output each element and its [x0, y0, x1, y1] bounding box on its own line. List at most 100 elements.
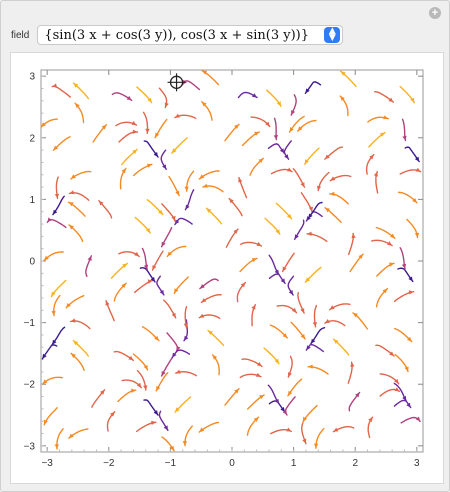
streamline-arrowhead: [54, 193, 60, 199]
streamline-arrowhead: [316, 185, 322, 191]
streamline-arrowhead: [280, 407, 285, 412]
streamline-arrowhead: [415, 167, 421, 172]
streamline-arrowhead: [389, 351, 395, 356]
y-tick-label: −1: [24, 318, 36, 329]
streamline-arrowhead: [325, 207, 330, 213]
streamline-arrowhead: [330, 176, 336, 181]
streamline: [118, 131, 139, 143]
streamline-arrowhead: [294, 234, 299, 240]
streamline-arrowhead: [164, 102, 169, 108]
stream-plot[interactable]: −3 −2 −1 0 1 2 3 −3 −2 −1 0 1 2 3: [11, 53, 443, 483]
streamline-arrowhead: [286, 427, 292, 432]
streamline-arrowhead: [151, 420, 156, 425]
streamline-arrowhead: [71, 353, 76, 358]
streamline-arrowhead: [126, 95, 132, 101]
streamline-arrowhead: [174, 113, 180, 118]
streamline-arrowhead: [183, 323, 188, 328]
streamline: [166, 332, 179, 352]
streamline-arrowhead: [122, 263, 128, 268]
streamline-arrowhead: [280, 278, 286, 284]
streamline-arrowhead: [68, 202, 74, 207]
streamline-arrowhead: [161, 241, 166, 247]
streamline-arrowhead: [185, 204, 190, 210]
streamline-arrowhead: [169, 445, 175, 451]
streamline-arrowhead: [297, 126, 303, 132]
x-tick-label: 1: [291, 458, 297, 469]
streamline-arrowhead: [134, 251, 140, 257]
add-control-button[interactable]: +: [429, 7, 441, 19]
streamline-arrowhead: [199, 284, 205, 289]
streamline-arrowhead: [333, 339, 339, 344]
streamline-arrowhead: [256, 241, 262, 246]
streamline-arrowhead: [368, 417, 373, 423]
streamline-arrowhead: [255, 372, 261, 377]
streamline-arrowhead: [414, 232, 420, 238]
streamline-arrowhead: [171, 312, 176, 318]
y-tick-label: 2: [29, 133, 35, 144]
streamline-arrowhead: [288, 290, 294, 295]
streamline-arrowhead: [340, 96, 345, 101]
streamline-arrowhead: [404, 366, 409, 372]
streamline-arrowhead: [69, 190, 75, 195]
streamline-arrowhead: [358, 254, 363, 259]
streamline-arrowhead: [167, 251, 172, 257]
streamline-arrowhead: [201, 298, 207, 303]
streamline-arrowhead: [174, 219, 180, 225]
streamline-arrowhead: [373, 171, 378, 177]
streamline-arrowhead: [254, 131, 260, 136]
streamline-arrowhead: [390, 233, 395, 239]
streamline-arrowhead: [306, 345, 311, 351]
streamline-arrowhead: [100, 389, 105, 395]
streamline-arrowhead: [302, 438, 307, 444]
streamline-arrowhead: [66, 303, 71, 308]
streamline-arrowhead: [291, 307, 297, 313]
streamline-arrowhead: [355, 392, 360, 398]
streamline: [51, 85, 71, 98]
field-control-row: field {sin(3 x + cos(3 y)), cos(3 x + si…: [11, 25, 344, 45]
streamline-arrowhead: [51, 291, 56, 297]
streamline-arrowhead: [161, 371, 166, 376]
streamline-arrowhead: [153, 152, 158, 157]
streamline-arrowhead: [312, 322, 317, 327]
streamline-arrowhead: [389, 262, 394, 267]
streamline-arrowhead: [251, 258, 257, 263]
streamline-arrowhead: [329, 191, 335, 196]
streamline-arrowhead: [52, 339, 57, 345]
streamline: [284, 396, 296, 416]
streamline-arrowhead: [275, 229, 280, 235]
streamline-arrowhead: [410, 97, 415, 103]
y-tick-label: 1: [29, 195, 35, 206]
streamline-arrowhead: [240, 282, 246, 288]
streamline-arrowhead: [143, 264, 149, 270]
field-selector[interactable]: {sin(3 x + cos(3 y)), cos(3 x + sin(3 y)…: [37, 25, 344, 45]
streamline-arrowhead: [274, 358, 279, 364]
streamline-arrowhead: [282, 410, 287, 415]
streamline-arrowhead: [184, 186, 189, 192]
streamline-arrowhead: [143, 365, 148, 370]
streamline-arrowhead: [234, 124, 239, 129]
streamline-arrowhead: [308, 213, 313, 219]
streamline-arrowhead: [42, 379, 48, 384]
streamline-arrowhead: [75, 103, 80, 108]
streamline: [276, 304, 298, 314]
streamline-arrowhead: [199, 427, 205, 433]
streamline-arrowhead: [42, 353, 47, 359]
streamline-arrowhead: [53, 145, 59, 151]
streamline-arrowhead: [291, 110, 296, 116]
x-tick-label: −1: [165, 458, 177, 469]
streamline-arrowhead: [303, 416, 308, 422]
streamline-arrowhead: [253, 417, 259, 422]
streamline-arrowhead: [414, 156, 420, 162]
chevron-updown-icon[interactable]: ▲ ▼: [324, 27, 341, 43]
streamline-arrowhead: [287, 167, 292, 172]
streamline-arrowhead: [305, 88, 310, 94]
streamline-arrowhead: [307, 231, 312, 236]
streamline-arrowhead: [43, 419, 48, 425]
x-tick-label: −3: [41, 458, 53, 469]
y-tick-label: 0: [29, 257, 35, 268]
streamline-arrowhead: [70, 318, 76, 323]
streamline-arrowhead: [132, 129, 138, 134]
y-tick-label: −2: [24, 380, 36, 391]
streamline-arrowhead: [388, 97, 394, 103]
streamline-arrowhead: [402, 395, 407, 401]
